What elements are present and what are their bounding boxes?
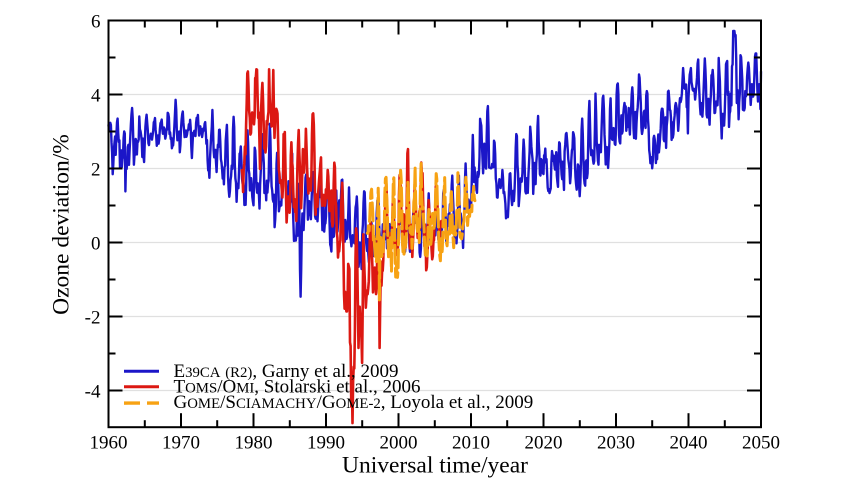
svg-text:2: 2 — [91, 160, 101, 181]
svg-text:1980: 1980 — [235, 433, 273, 454]
svg-text:0: 0 — [91, 234, 101, 255]
svg-text:E39CA (R2), Garny et al., 2009: E39CA (R2), Garny et al., 2009 — [174, 361, 399, 382]
svg-text:2020: 2020 — [525, 433, 563, 454]
svg-text:2040: 2040 — [670, 433, 708, 454]
svg-text:-2: -2 — [85, 308, 101, 329]
svg-text:4: 4 — [91, 86, 101, 107]
svg-text:GOME/SCIAMACHY/GOME-2, Loyola: GOME/SCIAMACHY/GOME-2, Loyola et al., 20… — [174, 392, 534, 413]
svg-text:1990: 1990 — [307, 433, 345, 454]
svg-text:2000: 2000 — [380, 433, 418, 454]
svg-text:Universal time/year: Universal time/year — [342, 453, 528, 479]
svg-text:2050: 2050 — [742, 433, 780, 454]
svg-text:2010: 2010 — [452, 433, 490, 454]
svg-text:-4: -4 — [85, 382, 101, 403]
svg-text:Ozone deviation/%: Ozone deviation/% — [49, 134, 75, 315]
svg-text:1970: 1970 — [162, 433, 200, 454]
svg-text:TOMS/OMI, Stolarski et al., 20: TOMS/OMI, Stolarski et al., 2006 — [174, 377, 421, 398]
svg-text:6: 6 — [91, 12, 101, 33]
svg-text:2030: 2030 — [597, 433, 635, 454]
svg-text:1960: 1960 — [90, 433, 128, 454]
